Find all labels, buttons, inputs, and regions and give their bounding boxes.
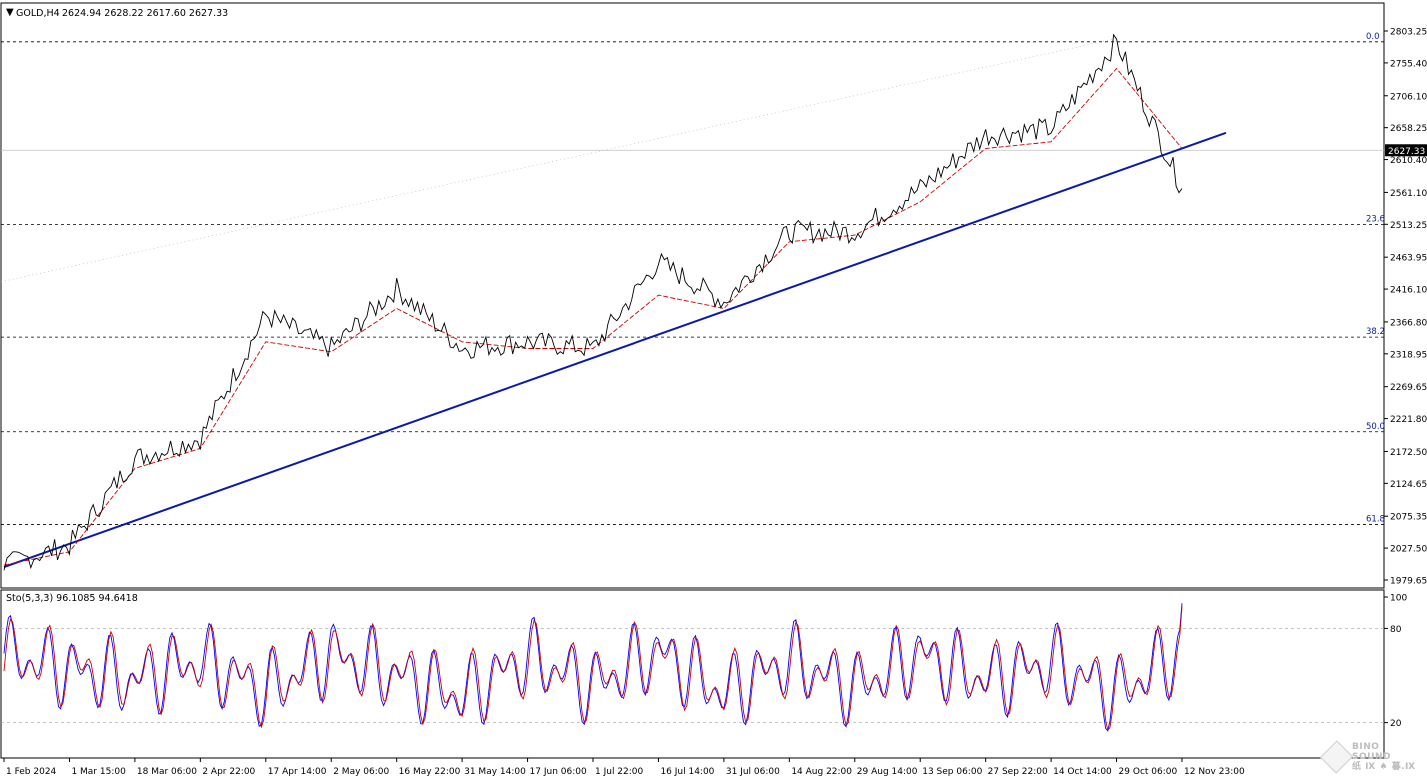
fib-level-label: 0.0 (1366, 32, 1380, 42)
symbol-dropdown-icon[interactable]: ▼ (6, 7, 14, 18)
x-tick-label: 29 Aug 14:00 (857, 767, 918, 777)
fib-level-label: 23.6 (1366, 214, 1385, 224)
axis-layer: 2803.25 2755.40 2706.10 2658.25 2610.40 2561.… (3, 28, 1427, 777)
watermark: BINO SOUND 纸 Ⅸ ♠ 暮.Ⅸ (1319, 740, 1419, 774)
watermark-diamond-icon (1319, 740, 1354, 774)
y-tick-label: 2658.25 (1390, 124, 1427, 134)
x-tick-label: 29 Oct 06:00 (1119, 767, 1178, 777)
y-tick-label: 2513.25 (1390, 221, 1427, 231)
watermark-line2: 纸 Ⅸ ♠ 暮.Ⅸ (1352, 762, 1416, 772)
watermark-line1: BINO SOUND (1352, 742, 1391, 762)
stoch-tick-label: 100 (1390, 594, 1407, 604)
x-tick-label: 14 Oct 14:00 (1053, 767, 1112, 777)
x-tick-label: 17 Apr 14:00 (268, 767, 327, 777)
x-tick-label: 16 Jul 14:00 (660, 767, 714, 777)
x-tick-label: 27 Sep 22:00 (988, 767, 1048, 777)
y-tick-label: 2706.10 (1390, 92, 1427, 102)
stoch-signal-line (3, 606, 1183, 732)
x-tick-label: 1 Mar 15:00 (71, 767, 126, 777)
y-tick-label: 2075.35 (1390, 513, 1427, 523)
symbol-label: GOLD,H4 (16, 8, 60, 19)
x-tick-label: 13 Sep 06:00 (922, 767, 982, 777)
ohlc-readout: 2624.94 2628.22 2617.60 2627.33 (62, 8, 228, 19)
y-tick-label: 2027.50 (1390, 545, 1427, 555)
y-tick-label: 2610.40 (1390, 156, 1427, 166)
stoch-panel (0, 589, 1385, 759)
y-tick-label: 2416.10 (1390, 286, 1427, 296)
x-tick-label: 31 May 14:00 (464, 767, 526, 777)
x-tick-label: 12 Nov 23:00 (1184, 767, 1245, 777)
x-tick-label: 1 Jul 22:00 (595, 767, 644, 777)
stoch-tick-label: 80 (1390, 625, 1402, 635)
x-tick-label: 16 May 22:00 (399, 767, 461, 777)
last-price-badge (1385, 144, 1427, 157)
price-series-line (3, 33, 1183, 571)
x-tick-label: 14 Aug 22:00 (791, 767, 852, 777)
y-tick-label: 2561.10 (1390, 189, 1427, 199)
x-tick-label: 17 Jun 06:00 (530, 767, 587, 777)
y-tick-label: 2755.40 (1390, 59, 1427, 69)
y-tick-label: 2803.25 (1390, 28, 1427, 38)
y-tick-label: 2269.65 (1390, 383, 1427, 393)
y-tick-label: 2463.95 (1390, 254, 1427, 264)
y-tick-label: 2172.50 (1390, 448, 1427, 458)
price-panel (0, 2, 1385, 589)
trendline (3, 131, 1227, 569)
stoch-layer (1, 603, 1384, 732)
y-tick-label: 2318.95 (1390, 350, 1427, 360)
x-tick-label: 2 May 06:00 (333, 767, 389, 777)
fib-level-label: 61.8 (1366, 514, 1385, 524)
y-tick-label: 2366.80 (1390, 318, 1427, 328)
price-layer: 0.0 23.6 38.2 50.0 61.8 (0, 32, 1385, 571)
fib-level-label: 50.0 (1366, 422, 1385, 432)
y-tick-label: 2221.80 (1390, 415, 1427, 425)
x-tick-label: 2 Apr 22:00 (202, 767, 255, 777)
stoch-label: Sto(5,3,3) 96.1085 94.6418 (6, 593, 138, 604)
y-tick-label: 2124.65 (1390, 480, 1427, 490)
stoch-tick-label: 20 (1390, 719, 1402, 729)
y-tick-label: 1979.65 (1390, 577, 1427, 587)
x-tick-label: 1 Feb 2024 (6, 767, 57, 777)
x-tick-label: 31 Jul 06:00 (726, 767, 780, 777)
last-price-label: 2627.33 (1388, 147, 1425, 157)
fib-level-label: 38.2 (1366, 327, 1385, 337)
x-tick-label: 18 Mar 06:00 (137, 767, 197, 777)
